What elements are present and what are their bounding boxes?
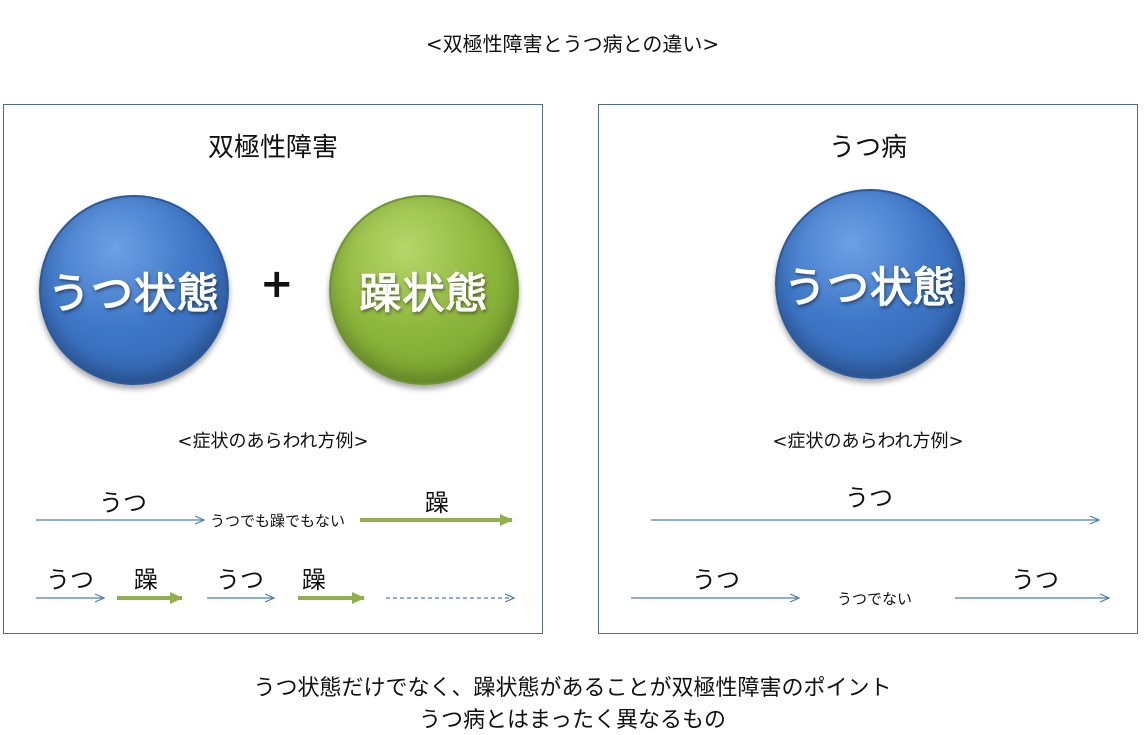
bipolar-panel: 双極性障害 うつ状態 + 躁状態 <症状のあらわれ方例> うつ うつでも躁でもな… bbox=[3, 104, 543, 634]
left-row1-sou-label: 躁 bbox=[425, 489, 449, 517]
plus-sign: + bbox=[260, 261, 294, 307]
footer-line-1: うつ状態だけでなく、躁状態があることが双極性障害のポイント bbox=[253, 676, 892, 701]
left-row1-utsu-label: うつ bbox=[99, 489, 147, 517]
right-row1-utsu-label: うつ bbox=[845, 484, 893, 512]
depression-panel: うつ病 うつ状態 <症状のあらわれ方例> うつ うつ うつでない うつ bbox=[598, 104, 1138, 634]
left-row2-label-2: 躁 bbox=[134, 566, 158, 594]
footer-line-2: うつ病とはまったく異なるもの bbox=[418, 708, 727, 733]
left-arrows bbox=[36, 514, 542, 604]
right-row2-utsu-left-label: うつ bbox=[692, 566, 740, 594]
left-row2-label-4: 躁 bbox=[302, 566, 326, 594]
left-row2-label-3: うつ bbox=[216, 566, 264, 594]
depression-heading: うつ病 bbox=[828, 133, 907, 163]
right-row2-utsu-right-label: うつ bbox=[1011, 566, 1059, 594]
left-symptom-subhead: <症状のあらわれ方例> bbox=[177, 431, 369, 452]
mania-state-circle: 躁状態 bbox=[329, 195, 519, 385]
bipolar-heading: 双極性障害 bbox=[207, 133, 338, 163]
diagram-title: <双極性障害とうつ病との違い> bbox=[425, 32, 720, 56]
right-symptom-subhead: <症状のあらわれ方例> bbox=[772, 431, 964, 452]
right-arrows bbox=[631, 105, 1137, 633]
depression-state-circle: うつ状態 bbox=[39, 195, 229, 385]
depression-only-circle: うつ状態 bbox=[775, 189, 965, 379]
left-row1-neither-label: うつでも躁でもない bbox=[210, 512, 346, 530]
right-row2-not-depressed-label: うつでない bbox=[837, 590, 913, 608]
left-row2-label-1: うつ bbox=[46, 566, 94, 594]
